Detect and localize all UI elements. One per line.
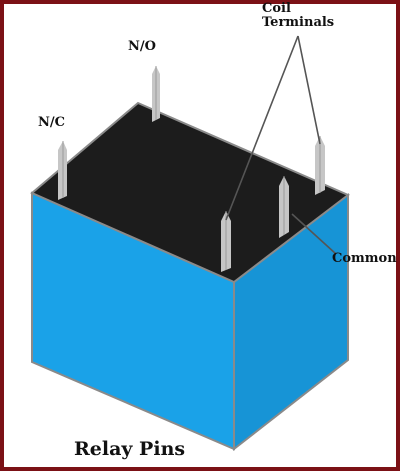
label-no: N/O	[128, 39, 156, 54]
pin-no	[152, 66, 160, 122]
label-coil-line2: Terminals	[262, 15, 335, 30]
label-nc: N/C	[38, 115, 65, 130]
diagram-caption: Relay Pins	[74, 438, 186, 460]
pin-coil-back	[315, 136, 325, 195]
pin-common	[279, 176, 289, 238]
pin-nc	[58, 141, 67, 200]
common-leader	[291, 213, 337, 255]
relay-top-face	[30, 101, 350, 284]
label-common: Common	[332, 251, 397, 266]
label-coil-line1: Coil	[262, 1, 291, 16]
coil-leader-front	[225, 35, 299, 221]
pin-coil-front	[221, 211, 231, 272]
coil-leader-back	[297, 35, 321, 145]
